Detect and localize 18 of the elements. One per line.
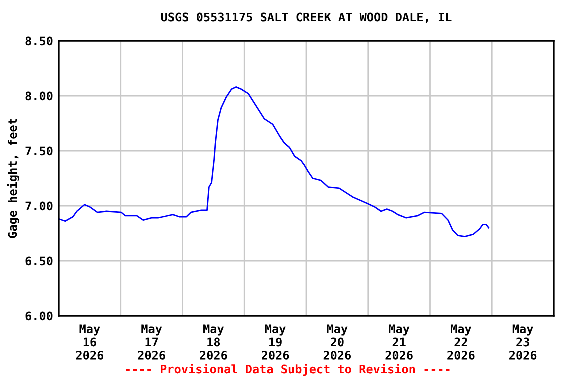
- y-tick-label: 6.50: [26, 256, 53, 266]
- x-tick-label: May 21 2026: [386, 324, 413, 360]
- x-tick-label: May 20 2026: [324, 324, 352, 360]
- x-tick-label: May 23 2026: [510, 324, 537, 360]
- line-series: [59, 86, 490, 238]
- x-tick-label: May 22 2026: [448, 324, 475, 360]
- y-axis-title: Gage height, feet: [7, 119, 20, 238]
- x-tick-label: May 19 2026: [262, 324, 290, 360]
- y-tick-label: 6.00: [26, 312, 53, 321]
- y-tick-label: 8.50: [26, 36, 53, 46]
- x-tick-label: May 18 2026: [200, 324, 228, 360]
- x-tick-label: May 16 2026: [76, 324, 104, 360]
- y-tick-label: 7.50: [26, 146, 53, 156]
- y-tick-label: 8.00: [26, 92, 53, 101]
- y-tick-label: 7.00: [26, 202, 53, 211]
- x-tick-label: May 17 2026: [138, 324, 166, 360]
- text: ---- Provisional Data Subject to Revision ----: [126, 364, 450, 376]
- chart-title: USGS 05531175 SALT CREEK AT WOOD DALE, IL: [161, 12, 452, 24]
